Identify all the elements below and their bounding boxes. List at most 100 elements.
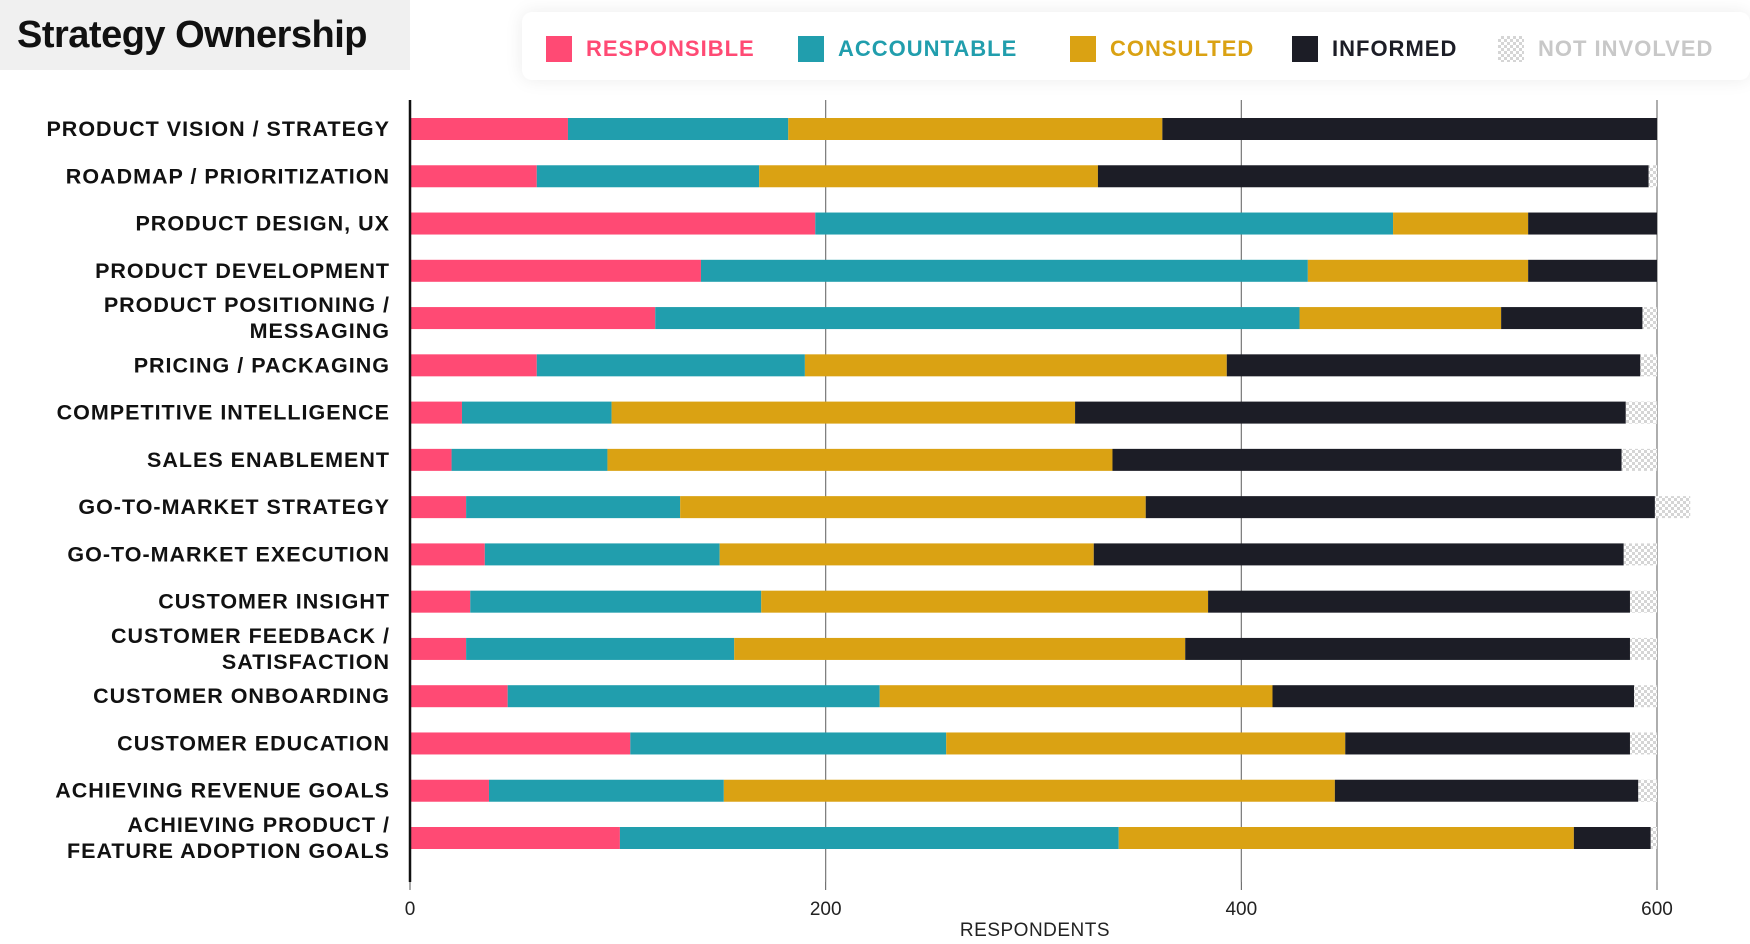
category-label: SALES ENABLEMENT: [147, 448, 390, 472]
bar-segment-accountable: [466, 637, 735, 660]
bar-segment-accountable: [507, 685, 880, 708]
category-label: ACHIEVING REVENUE GOALS: [55, 779, 390, 803]
bar-segment-not-involved: [1642, 307, 1657, 330]
bar-segment-responsible: [410, 590, 471, 613]
category-label: GO-TO-MARKET EXECUTION: [67, 542, 390, 566]
bar-segment-responsible: [410, 732, 631, 755]
legend-swatch-not-involved: [1498, 36, 1524, 62]
bar-segment-informed: [1162, 118, 1657, 140]
category-label: FEATURE ADOPTION GOALS: [67, 839, 390, 863]
bar-segment-consulted: [1307, 259, 1529, 282]
legend-swatch-consulted: [1070, 36, 1096, 62]
bar-segment-consulted: [723, 779, 1335, 802]
bar-segment-consulted: [719, 543, 1094, 566]
bar-segment-informed: [1272, 685, 1635, 708]
bar-segment-informed: [1501, 307, 1643, 330]
bar-segment-informed: [1226, 354, 1641, 377]
legend-item-accountable: ACCOUNTABLE: [798, 34, 1017, 64]
bar-segment-informed: [1185, 637, 1630, 660]
bar-segment-not-involved: [1623, 543, 1657, 566]
legend-label-accountable: ACCOUNTABLE: [838, 36, 1018, 61]
legend-item-not-involved: NOT INVOLVED: [1498, 34, 1713, 64]
bar-segment-accountable: [484, 543, 720, 566]
bar-segment-accountable: [815, 212, 1394, 235]
x-tick-label: 400: [1225, 899, 1257, 920]
legend-label-informed: INFORMED: [1332, 36, 1458, 61]
bar-segment-informed: [1097, 165, 1649, 188]
bar-segment-informed: [1528, 259, 1657, 282]
bar-segment-responsible: [410, 496, 467, 519]
bar-segment-not-involved: [1650, 827, 1657, 849]
category-label: COMPETITIVE INTELLIGENCE: [57, 401, 390, 425]
bar-segment-not-involved: [1625, 401, 1657, 424]
bar-segment-consulted: [946, 732, 1346, 755]
bar-segment-accountable: [536, 354, 805, 377]
category-label: ACHIEVING PRODUCT /: [127, 813, 390, 837]
category-labels: PRODUCT VISION / STRATEGY ROADMAP / PRIOR…: [46, 117, 390, 863]
bar-segment-responsible: [410, 118, 568, 140]
bar-segment-consulted: [761, 590, 1209, 613]
bar-segment-not-involved: [1621, 448, 1657, 471]
bar-segment-informed: [1573, 827, 1651, 849]
bar-segment-not-involved: [1629, 732, 1657, 755]
bar-segment-responsible: [410, 543, 485, 566]
bar-segment-not-involved: [1629, 590, 1657, 613]
bar-segment-informed: [1345, 732, 1630, 755]
bar-segment-responsible: [410, 307, 656, 330]
legend-label-consulted: CONSULTED: [1110, 36, 1255, 61]
category-label: PRICING / PACKAGING: [134, 353, 390, 377]
bar-segment-informed: [1208, 590, 1630, 613]
bar-segment-responsible: [410, 401, 462, 424]
bar-segment-consulted: [734, 637, 1186, 660]
legend-item-responsible: RESPONSIBLE: [546, 34, 755, 64]
bar-segment-consulted: [759, 165, 1098, 188]
bar-segment-accountable: [700, 259, 1308, 282]
x-tick-label: 600: [1641, 899, 1673, 920]
bar-segment-accountable: [451, 448, 608, 471]
bar-segment-informed: [1075, 401, 1626, 424]
category-label: PRODUCT VISION / STRATEGY: [46, 117, 390, 141]
bar-segment-informed: [1093, 543, 1624, 566]
bar-segment-not-involved: [1654, 496, 1691, 519]
bar-segment-accountable: [630, 732, 947, 755]
category-label: ROADMAP / PRIORITIZATION: [66, 164, 390, 188]
bars: [410, 118, 1691, 849]
category-label: CUSTOMER FEEDBACK /: [111, 624, 390, 648]
legend-swatch-accountable: [798, 36, 824, 62]
category-label: MESSAGING: [250, 319, 390, 343]
bar-segment-accountable: [655, 307, 1300, 330]
category-label: GO-TO-MARKET STRATEGY: [78, 495, 390, 519]
bar-segment-consulted: [804, 354, 1227, 377]
bar-segment-informed: [1145, 496, 1655, 519]
bar-segment-responsible: [410, 354, 537, 377]
bar-segment-accountable: [619, 827, 1119, 849]
bar-segment-informed: [1334, 779, 1639, 802]
bar-segment-consulted: [611, 401, 1076, 424]
legend-item-consulted: CONSULTED: [1070, 34, 1254, 64]
bar-segment-accountable: [461, 401, 612, 424]
bar-segment-consulted: [1299, 307, 1502, 330]
legend-label-responsible: RESPONSIBLE: [586, 36, 755, 61]
bar-segment-accountable: [567, 118, 789, 140]
bar-segment-accountable: [536, 165, 760, 188]
bar-segment-not-involved: [1629, 637, 1657, 660]
bar-segment-not-involved: [1634, 685, 1657, 708]
bar-segment-not-involved: [1638, 779, 1657, 802]
bar-segment-accountable: [466, 496, 681, 519]
bar-segment-responsible: [410, 165, 537, 188]
x-tick-label: 200: [810, 899, 842, 920]
category-label: PRODUCT DEVELOPMENT: [95, 259, 390, 283]
bar-segment-informed: [1112, 448, 1622, 471]
bar-segment-responsible: [410, 827, 620, 849]
category-label: PRODUCT POSITIONING /: [104, 293, 390, 317]
legend-label-not-involved: NOT INVOLVED: [1538, 36, 1714, 61]
bar-segment-responsible: [410, 637, 467, 660]
legend: RESPONSIBLE ACCOUNTABLE CONSULTED INFORM…: [522, 12, 1750, 80]
title-banner: Strategy Ownership: [0, 0, 410, 70]
bar-segment-responsible: [410, 448, 452, 471]
category-label: SATISFACTION: [222, 650, 390, 674]
bar-segment-consulted: [680, 496, 1146, 519]
category-label: CUSTOMER EDUCATION: [117, 731, 390, 755]
bar-segment-responsible: [410, 212, 816, 235]
